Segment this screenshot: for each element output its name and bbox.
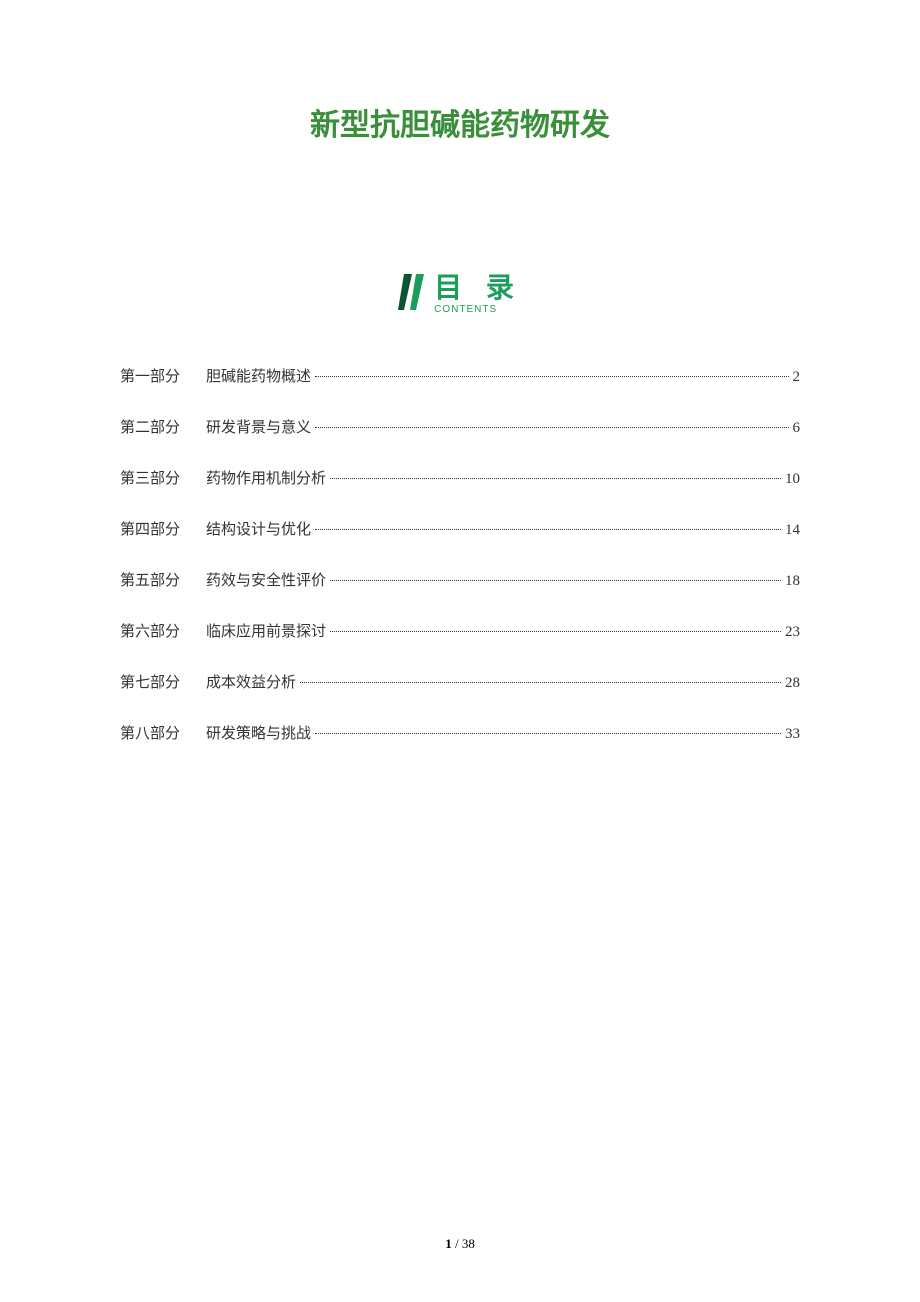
toc-entry[interactable]: 第五部分 药效与安全性评价 18 bbox=[120, 569, 800, 590]
toc-title-english: CONTENTS bbox=[434, 304, 497, 315]
toc-leader-dots bbox=[315, 376, 788, 377]
toc-part-label: 第八部分 bbox=[120, 722, 190, 743]
toc-leader-dots bbox=[315, 529, 781, 530]
toc-slash-icon bbox=[398, 274, 426, 315]
toc-leader-dots bbox=[315, 427, 788, 428]
toc-section-title: 研发策略与挑战 bbox=[206, 722, 311, 743]
toc-leader-dots bbox=[330, 478, 781, 479]
page-footer: 1 / 38 bbox=[0, 1236, 920, 1252]
toc-title-block: 目 录 CONTENTS bbox=[434, 274, 522, 315]
toc-entry[interactable]: 第三部分 药物作用机制分析 10 bbox=[120, 467, 800, 488]
toc-part-label: 第四部分 bbox=[120, 518, 190, 539]
toc-page-number: 28 bbox=[785, 675, 800, 692]
toc-leader-dots bbox=[330, 631, 781, 632]
toc-section-title: 研发背景与意义 bbox=[206, 416, 311, 437]
toc-part-label: 第三部分 bbox=[120, 467, 190, 488]
toc-page-number: 23 bbox=[785, 624, 800, 641]
toc-leader-dots bbox=[315, 733, 781, 734]
toc-list: 第一部分 胆碱能药物概述 2 第二部分 研发背景与意义 6 第三部分 药物作用机… bbox=[120, 365, 800, 743]
total-page-number: 38 bbox=[462, 1236, 475, 1251]
toc-section-title: 药效与安全性评价 bbox=[206, 569, 326, 590]
toc-entry[interactable]: 第四部分 结构设计与优化 14 bbox=[120, 518, 800, 539]
toc-section-title: 临床应用前景探讨 bbox=[206, 620, 326, 641]
page-container: 新型抗胆碱能药物研发 目 录 CONTENTS 第一部分 胆碱能药物概述 2 第… bbox=[0, 0, 920, 1302]
toc-entry[interactable]: 第七部分 成本效益分析 28 bbox=[120, 671, 800, 692]
toc-part-label: 第一部分 bbox=[120, 365, 190, 386]
page-separator: / bbox=[452, 1236, 462, 1251]
toc-entry[interactable]: 第二部分 研发背景与意义 6 bbox=[120, 416, 800, 437]
toc-part-label: 第七部分 bbox=[120, 671, 190, 692]
toc-section-title: 结构设计与优化 bbox=[206, 518, 311, 539]
toc-page-number: 10 bbox=[785, 471, 800, 488]
toc-leader-dots bbox=[300, 682, 781, 683]
toc-section-title: 成本效益分析 bbox=[206, 671, 296, 692]
toc-leader-dots bbox=[330, 580, 781, 581]
toc-page-number: 14 bbox=[785, 522, 800, 539]
toc-page-number: 18 bbox=[785, 573, 800, 590]
toc-part-label: 第二部分 bbox=[120, 416, 190, 437]
toc-title-chinese: 目 录 bbox=[434, 274, 522, 302]
toc-entry[interactable]: 第八部分 研发策略与挑战 33 bbox=[120, 722, 800, 743]
document-title: 新型抗胆碱能药物研发 bbox=[120, 100, 800, 144]
toc-page-number: 2 bbox=[793, 369, 801, 386]
toc-part-label: 第六部分 bbox=[120, 620, 190, 641]
toc-entry[interactable]: 第六部分 临床应用前景探讨 23 bbox=[120, 620, 800, 641]
toc-part-label: 第五部分 bbox=[120, 569, 190, 590]
toc-page-number: 6 bbox=[793, 420, 801, 437]
toc-header: 目 录 CONTENTS bbox=[120, 274, 800, 315]
toc-section-title: 胆碱能药物概述 bbox=[206, 365, 311, 386]
toc-section-title: 药物作用机制分析 bbox=[206, 467, 326, 488]
toc-entry[interactable]: 第一部分 胆碱能药物概述 2 bbox=[120, 365, 800, 386]
toc-page-number: 33 bbox=[785, 726, 800, 743]
